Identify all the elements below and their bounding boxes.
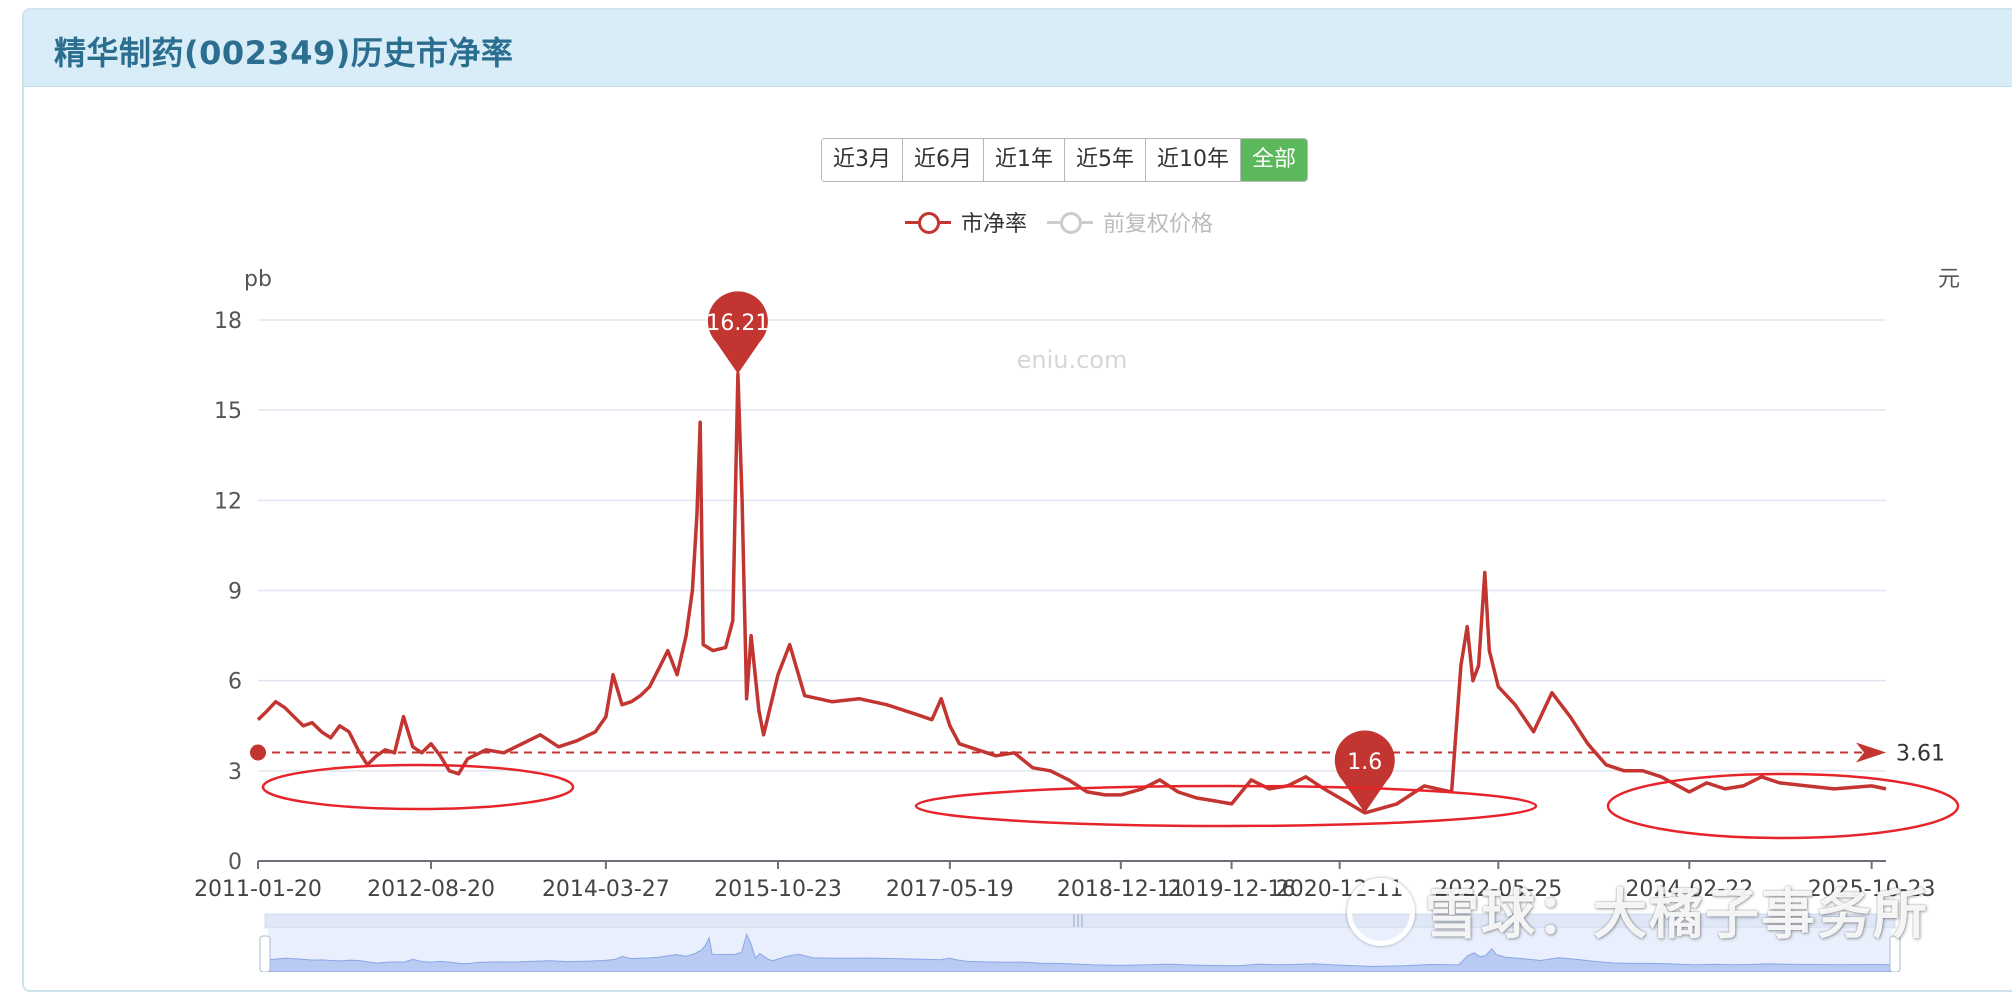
x-tick-label: 2017-05-19: [886, 877, 1014, 902]
y-tick-label: 12: [214, 489, 242, 514]
average-arrow: [1856, 742, 1886, 763]
range-6m-button[interactable]: 近6月: [903, 139, 984, 181]
y-tick-label: 9: [228, 580, 242, 605]
pb-series-line: [256, 372, 1887, 815]
min-marker-pin: 1.6: [1334, 730, 1395, 813]
y-tick-label: 3: [228, 760, 242, 785]
x-tick-label: 2025-10-23: [1808, 877, 1936, 902]
x-tick-label: 2019-12-16: [1168, 877, 1296, 902]
watermark: 雪球：大橘子事务所: [1347, 870, 1929, 952]
legend-item-pb[interactable]: 市净率: [905, 206, 1027, 238]
panel-header: 精华制药(002349)历史市净率: [24, 10, 2012, 87]
legend-line-circle-icon: [905, 209, 951, 235]
max-marker-pin: 16.21: [706, 291, 769, 374]
marker-pin-shape: [1334, 730, 1395, 813]
chart-legend: 市净率 前复权价格: [905, 206, 1233, 238]
annotation-ellipse: [914, 784, 1538, 828]
data-zoom-slider: |||: [259, 913, 1901, 972]
y-tick-label: 18: [214, 309, 242, 334]
x-tick-label: 2018-12-11: [1057, 877, 1185, 902]
panel-title: 精华制药(002349)历史市净率: [54, 34, 514, 72]
x-tick-label: 2012-08-20: [367, 877, 495, 902]
annotation-ellipse: [1606, 772, 1960, 840]
average-start-dot: [250, 744, 266, 761]
y-tick-label: 0: [228, 850, 242, 875]
watermark-text: 雪球：大橘子事务所: [1425, 883, 1929, 946]
range-10y-button[interactable]: 近10年: [1146, 139, 1241, 181]
marker-label: 1.6: [1347, 750, 1382, 775]
x-tick-label: 2024-02-22: [1625, 877, 1753, 902]
range-3m-button[interactable]: 近3月: [822, 139, 903, 181]
range-5y-button[interactable]: 近5年: [1065, 139, 1146, 181]
annotation-ellipse: [261, 763, 575, 811]
range-button-group: 近3月 近6月 近1年 近5年 近10年 全部: [821, 138, 1309, 182]
range-all-button[interactable]: 全部: [1241, 139, 1308, 181]
marker-pin-shape: [707, 291, 768, 374]
zoom-preview-area: [267, 932, 1893, 972]
x-tick-label: 2015-10-23: [714, 877, 842, 902]
x-tick-label: 2022-05-25: [1434, 877, 1562, 902]
y-tick-label: 6: [228, 670, 242, 695]
xueqiu-logo-icon: [1347, 878, 1415, 947]
average-label: 3.61: [1896, 741, 1945, 766]
legend-item-price[interactable]: 前复权价格: [1047, 206, 1213, 238]
y2-axis-label: 元: [1938, 267, 1960, 292]
legend-label-pb: 市净率: [961, 212, 1028, 237]
legend-label-price: 前复权价格: [1103, 212, 1214, 237]
x-tick-label: 2014-03-27: [542, 877, 670, 902]
marker-label: 16.21: [706, 311, 769, 336]
zoom-handle-left[interactable]: [259, 935, 271, 972]
zoom-grip-icon: |||: [1072, 913, 1084, 927]
zoom-handle-right[interactable]: [1889, 935, 1901, 972]
y-tick-label: 15: [214, 399, 242, 424]
source-label: eniu.com: [1017, 346, 1128, 374]
legend-line-circle-icon: [1047, 209, 1094, 235]
x-tick-label: 2011-01-20: [194, 877, 322, 902]
range-1y-button[interactable]: 近1年: [984, 139, 1065, 181]
y-axis-label: pb: [244, 267, 272, 292]
